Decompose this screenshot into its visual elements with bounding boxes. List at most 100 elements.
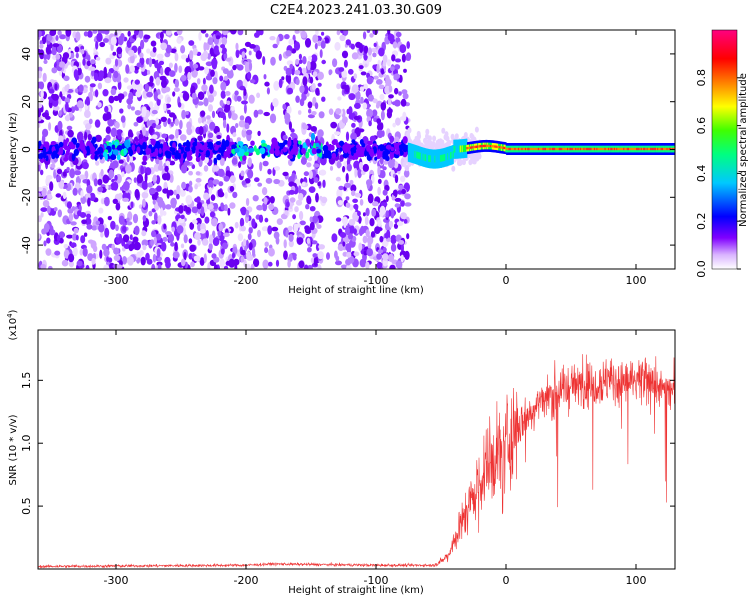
spectrogram-noise-mark [185,57,190,63]
spectrogram-noise-mark [373,42,377,48]
spectrogram-noise-mark [133,177,137,183]
spectrogram-noise-mark [264,241,269,247]
spectrogram-noise-mark [165,30,172,36]
spectrogram-noise-mark [167,233,175,243]
spectrogram-noise-mark [367,241,372,249]
spectrogram-cluster-mark [114,141,119,146]
spectrogram-noise-mark [117,80,122,91]
spectrogram-noise-mark [307,101,313,109]
spectrogram-noise-mark [84,104,89,110]
spectrogram-noise-mark [47,193,53,200]
colorbar-tick-label: 0.0 [695,260,708,278]
spectrogram-noise-mark [62,52,70,60]
spectrogram-cluster-mark [242,154,247,162]
spectrogram-noise-mark [251,218,256,228]
spectrogram-noise-mark [248,50,252,56]
spectrogram-noise-mark [73,69,79,79]
spectrogram-noise-mark [243,88,247,97]
spectrogram-noise-mark [171,201,177,209]
spectrogram-cluster-mark [398,144,403,149]
spectrogram-noise-mark [329,165,334,171]
spectrogram-noise-mark [267,225,273,235]
spectrogram-noise-mark [309,76,314,84]
spectrogram-noise-mark [343,59,348,68]
spectrogram-noise-mark [238,161,242,169]
spectrogram-noise-mark [115,224,119,232]
spectrogram-noise-mark [163,223,167,230]
spectrogram-noise-mark [400,254,404,263]
spectrogram-noise-mark [91,257,96,265]
spectrogram-cluster-mark [47,150,52,155]
spectrogram-cluster-mark [366,145,371,152]
spectrogram-noise-mark [42,72,47,83]
spectrogram-noise-mark [395,117,401,126]
spectrogram-noise-mark [213,125,220,135]
spectrogram-noise-mark [276,36,280,46]
spectrogram-cluster-mark [195,150,199,158]
spectrogram-noise-mark [112,198,119,204]
spectrogram-noise-mark [301,67,307,75]
spectrogram-cluster-mark [158,147,162,154]
spectrogram-noise-mark [148,57,153,68]
spectrogram-noise-mark [193,255,201,262]
spectrogram-cluster-mark [384,150,391,155]
spectrogram-noise-mark [51,46,57,56]
spectrogram-noise-mark [217,168,225,177]
spectrogram-noise-mark [318,111,325,119]
spectrogram-noise-mark [48,88,55,94]
spectrogram-noise-mark [369,218,375,227]
spectrogram-noise-mark [365,261,370,269]
spectrogram-noise-mark [367,193,374,204]
spectrogram-noise-mark [38,215,42,223]
spectrogram-noise-mark [359,161,363,170]
spectrogram-noise-mark [81,219,87,225]
spectrogram-noise-mark [225,91,231,96]
spectrogram-halo-mark [432,135,437,142]
spectrogram-noise-mark [151,263,156,269]
spectrogram-noise-mark [288,189,296,195]
spectrogram-noise-mark [286,201,290,208]
spectrogram-noise-mark [312,253,318,258]
spectrogram-noise-mark [257,182,263,187]
spectrogram-noise-mark [404,193,411,200]
spectrogram-noise-mark [298,185,302,194]
spectrogram-noise-mark [65,114,70,122]
spectrogram-noise-mark [189,50,194,60]
spectrogram-noise-mark [150,239,155,247]
spectrogram-noise-mark [200,110,206,117]
spectrogram-noise-mark [226,123,230,133]
spectrogram-cluster-mark [155,142,159,149]
spectrogram-noise-mark [372,30,379,35]
spectrogram-noise-mark [256,204,264,211]
spectrogram-noise-mark [187,71,192,81]
spectrogram-noise-mark [142,244,147,251]
spectrogram-noise-mark [160,42,168,50]
spectrogram-noise-mark [223,265,229,269]
spectrogram-noise-mark [290,128,295,133]
spectrogram-noise-mark [195,217,202,226]
spectrogram-noise-mark [395,234,402,242]
spectrogram-noise-mark [299,59,303,64]
spectrogram-noise-mark [264,81,270,87]
snr-x-tick-label: 0 [503,574,510,587]
spectrogram-noise-mark [299,98,305,107]
spectrogram-noise-mark [57,30,62,36]
spectrogram-noise-mark [306,195,312,205]
spectrogram-noise-mark [196,78,201,85]
spectrogram-noise-mark [155,77,161,86]
spectrogram-noise-mark [220,248,225,255]
spectrogram-cluster-mark [327,144,333,151]
spectrogram-noise-mark [128,49,135,57]
spectrogram-noise-mark [403,219,408,224]
spectrogram-cluster-mark [223,151,228,158]
spectrogram-noise-mark [243,238,247,247]
spectrogram-noise-mark [129,155,133,163]
spectrogram-noise-mark [162,210,167,216]
spectrogram-noise-mark [392,122,397,128]
spectrogram-noise-mark [95,56,101,61]
spectrogram-noise-mark [68,253,75,263]
spectrogram-noise-mark [369,33,374,38]
spectrogram-noise-mark [161,241,167,252]
spectrogram-noise-mark [241,180,246,186]
